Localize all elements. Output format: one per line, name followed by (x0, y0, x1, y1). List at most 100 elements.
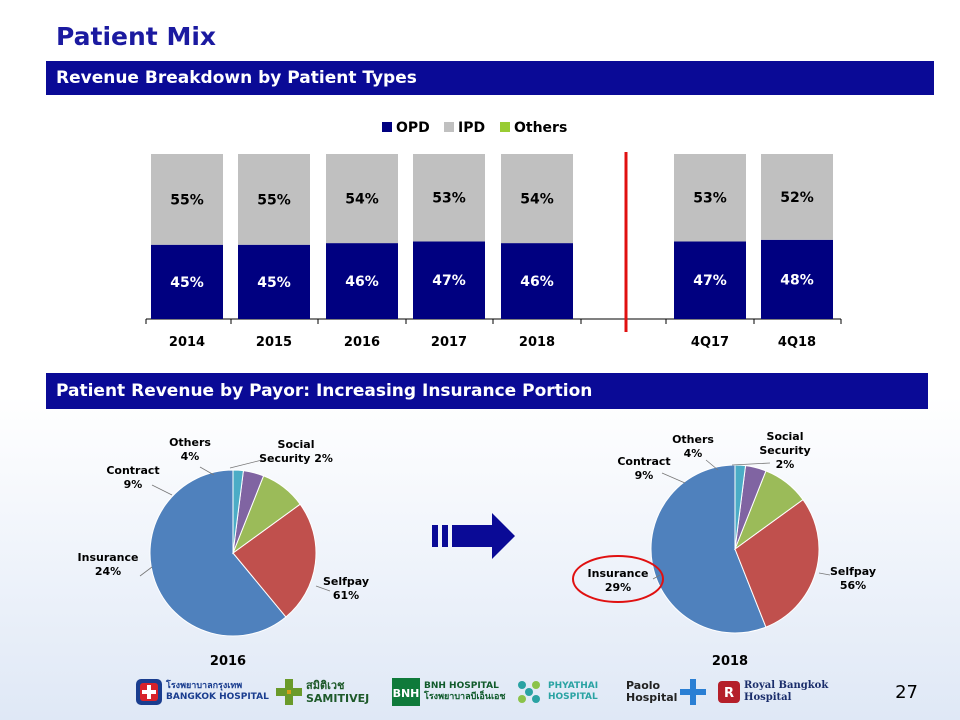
logo-text-line: PHYATHAI (548, 681, 599, 691)
logo-text-line: สมิติเวช (306, 679, 345, 692)
logo-text-line: Hospital (626, 691, 678, 704)
payor-pie-charts: 2016Selfpay61%Insurance24%Contract9%Othe… (78, 430, 877, 665)
pie-data-label: Insurance (588, 567, 649, 580)
data-label-ipd: 54% (520, 192, 554, 208)
hospital-logo-strip: โรงพยาบาลกรุงเทพ BANGKOK HOSPITAL สมิติเ… (136, 664, 856, 720)
stacked-bar-chart: OPD IPD Others 45% 55% 2014 45% 55% 2015 46% 54% 20… (145, 120, 842, 350)
logo-text-line: Paolo (626, 679, 661, 692)
bar-ipd (413, 154, 485, 242)
pie-data-label: Security 2% (259, 452, 333, 465)
data-label-ipd: 53% (693, 191, 727, 207)
bangkok-hospital-logo: โรงพยาบาลกรุงเทพ BANGKOK HOSPITAL (136, 672, 269, 712)
pie-leader-line (731, 462, 771, 466)
pie-data-label: 4% (181, 450, 200, 463)
pie-data-label: Others (169, 436, 211, 449)
samitivej-icon (276, 679, 302, 705)
x-tick-label: 4Q17 (691, 335, 729, 350)
data-label-ipd: 53% (432, 191, 466, 207)
pie-year-label: 2018 (712, 654, 748, 665)
logo-text-line: Royal Bangkok (744, 680, 829, 691)
bar-opd (326, 243, 398, 319)
pie-data-label: 56% (840, 579, 866, 592)
logo-text-line: โรงพยาบาลบีเอ็นเอช (424, 692, 506, 702)
pie-data-label: Contract (617, 455, 670, 468)
bar-ipd (674, 154, 746, 242)
bnh-icon: BNH (392, 678, 420, 706)
pie-leader-line (199, 466, 215, 476)
pie-data-label: Social (278, 438, 315, 451)
pie-data-label: Selfpay (323, 575, 369, 588)
legend-swatch (500, 122, 510, 132)
bar-opd (413, 241, 485, 319)
data-label-opd: 45% (257, 275, 291, 291)
paolo-hospital-logo: Paolo Hospital (626, 672, 707, 712)
pie-leader-line (661, 472, 686, 484)
royal-bangkok-logo: R Royal Bangkok Hospital (718, 672, 828, 712)
data-label-opd: 47% (693, 273, 727, 289)
pie-leader-line (818, 572, 831, 576)
bar-opd (674, 241, 746, 319)
page-number: 27 (895, 682, 918, 703)
bar-ipd (151, 154, 223, 245)
pie-leader-line (151, 484, 173, 496)
bar-opd (238, 244, 310, 319)
data-label-opd: 48% (780, 272, 814, 288)
samitivej-logo: สมิติเวช SAMITIVEJ (276, 672, 369, 712)
data-label-opd: 47% (432, 273, 466, 289)
x-tick-label: 2014 (169, 335, 205, 350)
arrow-dash (442, 525, 448, 547)
x-tick-label: 2018 (519, 335, 555, 350)
data-label-ipd: 55% (170, 192, 204, 208)
pie-slice-social-security (232, 469, 244, 554)
pie-data-label: Contract (106, 464, 159, 477)
pie-leader-line (315, 585, 331, 592)
legend-label: OPD (396, 120, 430, 136)
pie-data-label: Others (672, 433, 714, 446)
logo-text-line: HOSPITAL (548, 692, 598, 702)
data-label-opd: 46% (345, 274, 379, 290)
bar-ipd (761, 154, 833, 240)
logo-text-line: BANGKOK HOSPITAL (166, 692, 269, 702)
insurance-highlight-circle (572, 555, 664, 603)
legend-label: Others (514, 120, 567, 136)
arrow-dash (432, 525, 438, 547)
pie-data-label: 9% (124, 478, 143, 491)
pie-leader-line (229, 459, 263, 469)
data-label-ipd: 52% (780, 190, 814, 206)
pie-year-label: 2016 (210, 654, 246, 665)
bar-opd (761, 239, 833, 319)
pie-data-label: 9% (635, 469, 654, 482)
svg-text:R: R (724, 686, 734, 701)
section-header-revenue-breakdown: Revenue Breakdown by Patient Types (46, 61, 934, 95)
data-label-opd: 45% (170, 275, 204, 291)
logo-text-line: BNH HOSPITAL (424, 681, 499, 691)
legend-label: IPD (458, 120, 485, 136)
x-tick-label: 2016 (344, 335, 380, 350)
phyathai-icon (518, 681, 540, 703)
bar-ipd (501, 154, 573, 244)
data-label-opd: 46% (520, 274, 554, 290)
pie-data-label: 4% (684, 447, 703, 460)
pie-data-label: Insurance (78, 551, 139, 564)
pie-data-label: 24% (95, 565, 121, 578)
pie-data-label: Security (759, 444, 810, 457)
x-tick-label: 2017 (431, 335, 467, 350)
x-tick-label: 4Q18 (778, 335, 816, 350)
bar-opd (151, 244, 223, 319)
page-title: Patient Mix (56, 22, 217, 51)
pie-leader-line (652, 574, 661, 580)
pie-leader-line (705, 459, 719, 471)
section-header-payor: Patient Revenue by Payor: Increasing Ins… (46, 373, 928, 409)
pie-data-label: 2% (776, 458, 795, 471)
bnh-hospital-logo: BNH BNH HOSPITAL โรงพยาบาลบีเอ็นเอช (392, 672, 506, 712)
x-tick-label: 2015 (256, 335, 292, 350)
data-label-ipd: 54% (345, 192, 379, 208)
logo-text-line: โรงพยาบาลกรุงเทพ (166, 681, 243, 691)
pie-data-label: Social (767, 430, 804, 443)
logo-text-line: Hospital (744, 692, 792, 703)
bar-ipd (238, 154, 310, 245)
logo-text-line: SAMITIVEJ (306, 692, 370, 705)
paolo-cross-icon (680, 679, 707, 705)
bangkok-hospital-icon (136, 679, 162, 705)
data-label-ipd: 55% (257, 192, 291, 208)
